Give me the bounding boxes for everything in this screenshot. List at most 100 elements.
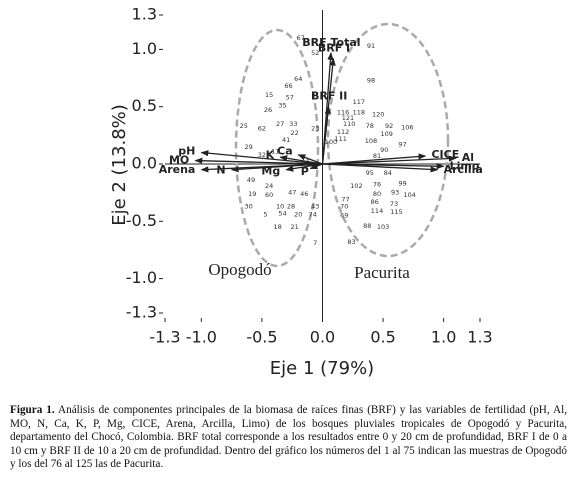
x-tick-label: 0.5 [370, 328, 395, 347]
point-label: 110 [343, 120, 355, 128]
x-tick-label: 1.3 [467, 328, 492, 347]
vector-label: P [301, 165, 309, 178]
point-label: 46 [300, 190, 308, 198]
y-tick-label: -1.0 [126, 268, 157, 287]
point-label: 70 [340, 202, 348, 210]
vector [200, 150, 323, 165]
point-label: 90 [380, 146, 388, 154]
vector [194, 157, 323, 165]
point-label: 111 [334, 135, 346, 143]
vector-label: Arcilla [444, 163, 483, 176]
point-label: 10 [276, 202, 284, 210]
vector [322, 163, 439, 173]
y-tick-label: 0.0 [132, 154, 157, 173]
vector-label: MO [169, 153, 189, 166]
point-label: 97 [398, 141, 406, 149]
point-label: 7 [313, 239, 317, 247]
point-label: 74 [309, 210, 317, 218]
vector-label: Al [462, 151, 474, 164]
point-label: 41 [282, 136, 290, 144]
point-label: 57 [286, 94, 294, 102]
point-label: 102 [350, 182, 362, 190]
point-label: 32 [258, 151, 266, 159]
point-label: 67 [297, 34, 305, 42]
point-label: 120 [372, 111, 384, 119]
point-label: 28 [287, 202, 295, 210]
chart: Eje 2 (13.8%) Eje 1 (79%) -1.3 -1.0 -0.5 0.… [109, 5, 493, 380]
vector [322, 155, 457, 165]
point-label: 91 [367, 42, 375, 50]
point-label: 66 [284, 82, 292, 90]
point-label: 64 [294, 75, 302, 83]
point-label: 93 [391, 189, 399, 197]
group-label: Opogodó [208, 260, 271, 279]
point-label: 80 [373, 190, 381, 198]
point-label: 88 [363, 222, 371, 230]
point-label: 29 [244, 143, 252, 151]
vector-label: BRF II [311, 90, 347, 103]
point-label: 19 [248, 190, 256, 198]
point-label: 25 [240, 122, 248, 130]
point-label: 18 [274, 223, 282, 231]
point-label: 11 [271, 147, 279, 155]
point-label: 117 [353, 98, 365, 106]
point-label: 121 [342, 114, 354, 122]
y-tick-label: 1.0 [132, 39, 157, 58]
point-label: 100 [325, 138, 337, 146]
point-label: 21 [290, 223, 298, 231]
point-label: 106 [401, 123, 413, 131]
point-label: 103 [377, 223, 389, 231]
point-label: 112 [337, 128, 349, 136]
x-tick-label: -0.5 [246, 328, 277, 347]
vector-label: Arena [159, 163, 196, 176]
point-label: 35 [278, 102, 286, 110]
point-label: 83 [347, 238, 355, 246]
point-label: 62 [258, 124, 266, 132]
vector-label: BRF Total [302, 36, 360, 49]
caption: Figura 1. Análisis de componentes princi… [10, 404, 567, 472]
point-label: 108 [365, 137, 377, 145]
group-ellipse [326, 22, 450, 258]
y-axis-title: Eje 2 (13.8%) [109, 104, 130, 226]
point-label: 20 [294, 210, 302, 218]
x-tick-label: 1.0 [431, 328, 456, 347]
vector-label: Mg [261, 164, 280, 177]
point-label: 116 [337, 108, 349, 116]
point-label: 5 [263, 210, 267, 218]
point-label: 115 [390, 208, 402, 216]
y-tick-label: -1.3 [126, 303, 157, 322]
vector [321, 105, 331, 165]
vector [279, 155, 323, 165]
vector-label: BRF I [318, 42, 350, 55]
point-label: 84 [384, 169, 392, 177]
point-label: 47 [288, 189, 296, 197]
y-tick-label: 1.3 [132, 5, 157, 24]
point-label: 27 [276, 120, 284, 128]
y-tick-label: -0.5 [126, 211, 157, 230]
vector [230, 163, 323, 173]
vector-label: Limo [450, 159, 480, 172]
point-label: 109 [381, 130, 393, 138]
point-label: 77 [341, 196, 349, 204]
x-axis-title: Eje 1 (79%) [270, 358, 374, 379]
point-label: 15 [265, 91, 273, 99]
vector-label: Ca [277, 144, 293, 157]
point-label: 99 [398, 179, 406, 187]
point-label: 118 [353, 108, 365, 116]
point-label: 49 [247, 176, 255, 184]
point-label: 81 [373, 152, 381, 160]
caption-text: Análisis de componentes principales de l… [10, 404, 567, 471]
point-label: 26 [264, 106, 272, 114]
vector [309, 163, 323, 170]
group-label: Pacurita [354, 263, 410, 282]
point-label: 60 [265, 191, 273, 199]
caption-label: Figura 1. [10, 404, 55, 416]
point-label: 76 [373, 181, 381, 189]
vector-label: N [216, 163, 225, 176]
point-label: 98 [367, 76, 375, 84]
point-label: 24 [265, 182, 273, 190]
point-label: 86 [370, 198, 378, 206]
point-label: 43 [311, 202, 319, 210]
point-label: 33 [289, 120, 297, 128]
